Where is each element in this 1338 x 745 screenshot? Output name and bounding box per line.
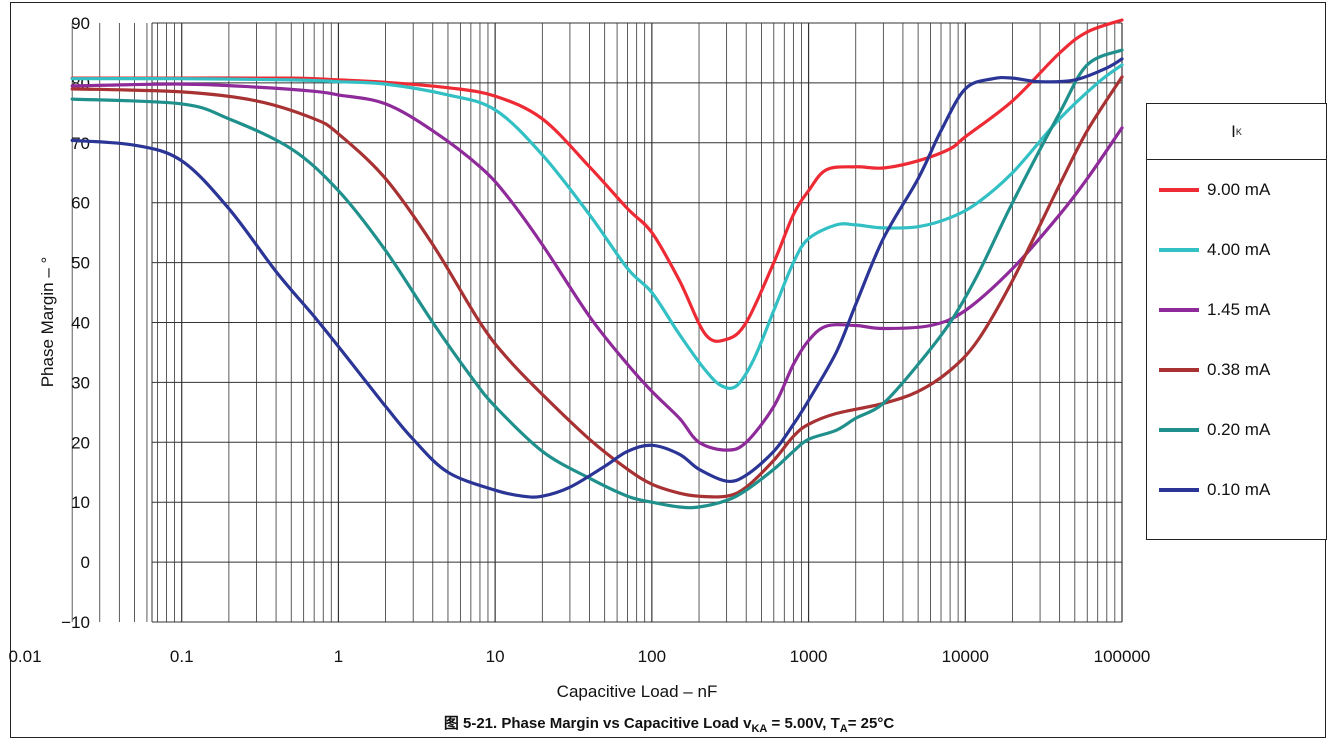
y-tick-label: 30 <box>71 373 90 392</box>
legend-items: 9.00 mA 4.00 mA 1.45 mA 0.38 mA 0.20 mA 0.10 … <box>1147 160 1326 520</box>
legend-title-main: I <box>1231 121 1236 141</box>
legend-item: 1.45 mA <box>1147 280 1326 340</box>
legend-label: 0.20 mA <box>1207 420 1271 439</box>
legend-label: 9.00 mA <box>1207 180 1271 199</box>
legend-title-sub: K <box>1235 126 1242 137</box>
legend-item: 4.00 mA <box>1147 220 1326 280</box>
y-tick-label: 60 <box>71 194 90 213</box>
legend-swatch <box>1159 488 1199 492</box>
legend-swatch <box>1159 368 1199 372</box>
series-line-1 <box>70 63 1124 390</box>
series-line-3 <box>70 75 1124 499</box>
y-tick-label: 40 <box>71 314 90 333</box>
y-tick-label: 70 <box>71 134 90 153</box>
y-tick-label: 50 <box>71 254 90 273</box>
x-tick-label: 1000 <box>790 647 828 666</box>
caption-prefix: 图 5-21. Phase Margin vs Capacitive Load … <box>443 715 752 732</box>
legend-item: 0.20 mA <box>1147 400 1326 460</box>
x-tick-label: 10 <box>486 647 505 666</box>
series-line-0 <box>70 18 1124 343</box>
legend-label: 0.10 mA <box>1207 480 1271 499</box>
y-tick-label: 10 <box>71 493 90 512</box>
caption-suffix: = 25°C <box>847 715 895 732</box>
legend-swatch <box>1159 248 1199 252</box>
y-tick-label: 20 <box>71 433 90 452</box>
x-tick-label: 10000 <box>942 647 989 666</box>
legend-label: 0.38 mA <box>1207 360 1271 379</box>
legend-item: 9.00 mA <box>1147 160 1326 220</box>
y-tick-label: 0 <box>81 553 90 572</box>
caption-sub-ka: KA <box>751 723 768 735</box>
x-tick-label: 0.01 <box>8 647 41 666</box>
x-axis-label: Capacitive Load – nF <box>557 682 718 701</box>
figure-caption: 图 5-21. Phase Margin vs Capacitive Load … <box>0 712 1338 735</box>
legend-label: 1.45 mA <box>1207 300 1271 319</box>
series-line-4 <box>70 48 1124 510</box>
x-tick-label: 0.1 <box>170 647 194 666</box>
x-tick-label: 1 <box>334 647 343 666</box>
legend-label: 4.00 mA <box>1207 240 1271 259</box>
x-tick-label: 100000 <box>1094 647 1151 666</box>
legend-swatch <box>1159 428 1199 432</box>
y-axis-label: Phase Margin – ° <box>38 257 57 388</box>
caption-sub-a: A <box>839 723 848 735</box>
series-line-2 <box>70 82 1124 452</box>
y-tick-label: 90 <box>71 14 90 33</box>
series-line-5 <box>70 57 1124 499</box>
y-tick-label: −10 <box>61 613 90 632</box>
x-tick-label: 100 <box>638 647 666 666</box>
caption-mid: = 5.00V, T <box>767 715 840 732</box>
legend-swatch <box>1159 188 1199 192</box>
legend-swatch <box>1159 308 1199 312</box>
legend-item: 0.38 mA <box>1147 340 1326 400</box>
legend-item: 0.10 mA <box>1147 460 1326 520</box>
